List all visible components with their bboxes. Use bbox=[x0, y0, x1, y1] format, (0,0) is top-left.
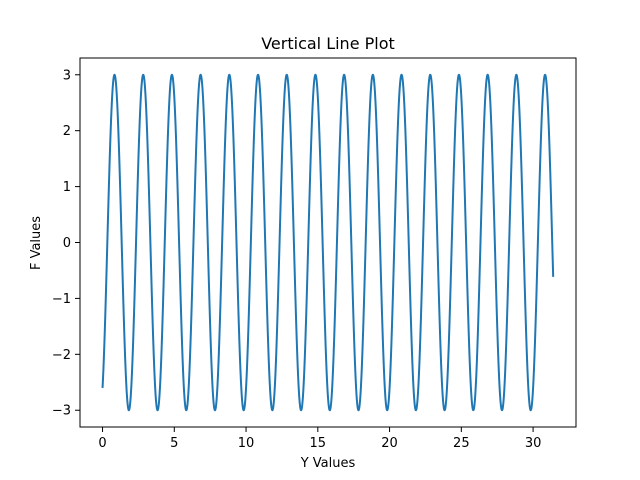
chart-title: Vertical Line Plot bbox=[261, 34, 395, 53]
x-tick-label: 30 bbox=[525, 436, 542, 451]
y-tick-label: −3 bbox=[52, 404, 71, 419]
y-tick-label: 0 bbox=[63, 236, 71, 251]
plot-area bbox=[101, 73, 555, 412]
y-tick-label: −1 bbox=[52, 292, 71, 307]
y-tick-label: 2 bbox=[63, 124, 71, 139]
y-tick-label: 3 bbox=[63, 68, 71, 83]
series-line bbox=[101, 73, 555, 412]
x-tick-label: 5 bbox=[170, 436, 178, 451]
x-tick-label: 25 bbox=[453, 436, 470, 451]
x-tick-label: 15 bbox=[310, 436, 327, 451]
y-tick-label: −2 bbox=[52, 348, 71, 363]
x-tick-label: 0 bbox=[98, 436, 106, 451]
x-tick-label: 10 bbox=[238, 436, 255, 451]
y-tick-label: 1 bbox=[63, 180, 71, 195]
x-axis-title: Y Values bbox=[300, 456, 356, 471]
y-axis-title: F Values bbox=[29, 216, 44, 270]
x-tick-label: 20 bbox=[381, 436, 398, 451]
